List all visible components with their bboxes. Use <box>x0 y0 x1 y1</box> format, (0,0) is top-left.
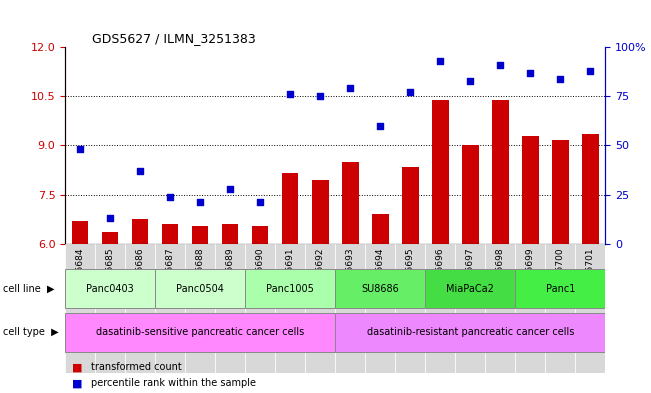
Bar <box>486 244 516 373</box>
Text: GSM1435689: GSM1435689 <box>226 248 235 308</box>
Text: GSM1435685: GSM1435685 <box>105 248 115 308</box>
Point <box>465 77 475 84</box>
Bar <box>132 219 148 244</box>
Text: GSM1435692: GSM1435692 <box>316 248 325 308</box>
Point <box>315 93 326 99</box>
Bar <box>425 270 516 308</box>
Point <box>555 75 566 82</box>
Bar <box>245 270 335 308</box>
Bar <box>455 244 486 373</box>
Text: ■: ■ <box>72 362 82 373</box>
Bar <box>215 244 245 373</box>
Bar <box>252 226 268 244</box>
Point <box>165 193 175 200</box>
Point <box>375 123 385 129</box>
Bar <box>162 224 178 244</box>
Bar <box>282 173 299 244</box>
Bar <box>546 244 575 373</box>
Point <box>345 85 355 92</box>
Text: dasatinib-sensitive pancreatic cancer cells: dasatinib-sensitive pancreatic cancer ce… <box>96 327 304 337</box>
Bar <box>516 270 605 308</box>
Text: GSM1435690: GSM1435690 <box>256 248 265 308</box>
Text: cell line  ▶: cell line ▶ <box>3 284 55 294</box>
Text: percentile rank within the sample: percentile rank within the sample <box>91 378 256 388</box>
Text: GSM1435700: GSM1435700 <box>556 248 565 308</box>
Bar <box>72 221 89 244</box>
Point <box>195 199 206 206</box>
Bar <box>95 244 125 373</box>
Bar <box>516 244 546 373</box>
Text: transformed count: transformed count <box>91 362 182 373</box>
Bar <box>335 270 425 308</box>
Text: GSM1435691: GSM1435691 <box>286 248 295 308</box>
Text: cell type  ▶: cell type ▶ <box>3 327 59 337</box>
Text: dasatinib-resistant pancreatic cancer cells: dasatinib-resistant pancreatic cancer ce… <box>367 327 574 337</box>
Bar <box>65 270 155 308</box>
Bar <box>522 136 538 244</box>
Text: GSM1435697: GSM1435697 <box>466 248 475 308</box>
Bar <box>65 244 95 373</box>
Bar <box>365 244 395 373</box>
Text: GDS5627 / ILMN_3251383: GDS5627 / ILMN_3251383 <box>92 31 256 44</box>
Bar <box>335 313 605 351</box>
Text: GSM1435684: GSM1435684 <box>76 248 85 308</box>
Text: Panc0504: Panc0504 <box>176 284 224 294</box>
Bar <box>312 180 329 244</box>
Bar <box>402 167 419 244</box>
Bar <box>245 244 275 373</box>
Bar <box>335 244 365 373</box>
Bar <box>125 244 155 373</box>
Bar <box>395 244 425 373</box>
Bar <box>102 232 118 244</box>
Text: GSM1435698: GSM1435698 <box>496 248 505 308</box>
Bar <box>575 244 605 373</box>
Bar <box>305 244 335 373</box>
Point <box>105 215 115 221</box>
Point <box>75 146 85 152</box>
Point <box>435 58 445 64</box>
Point <box>255 199 266 206</box>
Text: Panc1005: Panc1005 <box>266 284 314 294</box>
Bar <box>492 99 508 244</box>
Bar <box>155 270 245 308</box>
Point <box>525 70 536 76</box>
Text: GSM1435686: GSM1435686 <box>135 248 145 308</box>
Bar <box>275 244 305 373</box>
Bar <box>582 134 599 244</box>
Point <box>285 91 296 97</box>
Text: GSM1435687: GSM1435687 <box>165 248 174 308</box>
Text: Panc0403: Panc0403 <box>86 284 134 294</box>
Bar <box>185 244 215 373</box>
Text: GSM1435688: GSM1435688 <box>196 248 204 308</box>
Bar <box>432 99 449 244</box>
Text: GSM1435693: GSM1435693 <box>346 248 355 308</box>
Point <box>585 68 596 74</box>
Text: MiaPaCa2: MiaPaCa2 <box>447 284 494 294</box>
Text: GSM1435701: GSM1435701 <box>586 248 595 308</box>
Point <box>135 168 145 174</box>
Bar <box>552 141 569 244</box>
Point <box>225 185 236 192</box>
Text: GSM1435696: GSM1435696 <box>436 248 445 308</box>
Bar <box>65 313 335 351</box>
Text: ■: ■ <box>72 378 82 388</box>
Text: GSM1435695: GSM1435695 <box>406 248 415 308</box>
Text: Panc1: Panc1 <box>546 284 575 294</box>
Bar <box>155 244 185 373</box>
Bar <box>222 224 238 244</box>
Point <box>495 62 506 68</box>
Bar <box>462 145 478 244</box>
Text: GSM1435694: GSM1435694 <box>376 248 385 308</box>
Bar <box>425 244 455 373</box>
Text: SU8686: SU8686 <box>361 284 399 294</box>
Text: GSM1435699: GSM1435699 <box>526 248 535 308</box>
Bar <box>372 214 389 244</box>
Point <box>405 89 415 95</box>
Bar <box>342 162 359 244</box>
Bar <box>192 226 208 244</box>
